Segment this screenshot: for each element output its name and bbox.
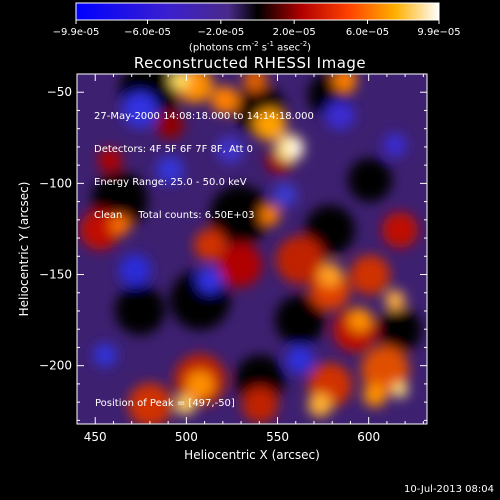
chart-title: Reconstructed RHESSI Image xyxy=(133,54,367,72)
heatmap-blob xyxy=(119,254,151,286)
units-text: (photons cm xyxy=(188,42,252,54)
colorbar: −9.9e-05 −6.0e-05 −2.0e-05 2.0e−05 6.0e−05 9.… xyxy=(53,2,461,38)
heatmap-blob xyxy=(325,100,355,130)
heatmap-blob xyxy=(98,148,122,172)
heatmap-blob xyxy=(156,156,184,184)
colorbar-tick-label: −6.0e-05 xyxy=(124,27,171,38)
heatmap-blob xyxy=(115,285,165,335)
heatmap-blob xyxy=(216,136,244,164)
heatmap-blob xyxy=(210,185,270,245)
heatmap-blob xyxy=(218,243,262,287)
heatmap-blob xyxy=(80,210,120,250)
heatmap-blob xyxy=(110,215,130,235)
info-detectors: Detectors: 4F 5F 6F 7F 8F, Att 0 xyxy=(94,144,254,155)
timestamp: 10-Jul-2013 08:04 xyxy=(403,484,494,495)
heatmap-blob xyxy=(318,263,342,287)
y-tick-label: −100 xyxy=(39,176,72,190)
heatmap-blob xyxy=(333,74,357,92)
heatmap-blob xyxy=(348,158,392,202)
heatmap-blob xyxy=(186,371,214,399)
x-tick-label: 600 xyxy=(357,430,380,444)
peak-position-label: Position of Peak = [497,-50] xyxy=(95,398,235,409)
heatmap-blob xyxy=(392,382,408,398)
heatmap-blob xyxy=(308,393,332,417)
heatmap-blob xyxy=(194,229,226,261)
x-tick-label: 500 xyxy=(175,430,198,444)
heatmap-blob xyxy=(242,387,278,423)
units-exp2: -1 xyxy=(267,40,274,48)
heatmap-blob xyxy=(363,383,387,407)
heatmap-blob xyxy=(348,308,372,332)
heatmap-blob xyxy=(385,290,405,310)
y-axis-label: Heliocentric Y (arcsec) xyxy=(17,181,31,317)
info-total-counts: Clean Total counts: 6.50E+03 xyxy=(94,210,255,221)
heatmap-blob xyxy=(93,343,117,367)
heatmap-blob xyxy=(260,205,280,225)
units-exp1: -2 xyxy=(251,40,259,48)
x-axis-label: Heliocentric X (arcsec) xyxy=(184,448,320,462)
heatmap-blob xyxy=(254,109,286,141)
heatmap-blob xyxy=(276,236,324,284)
units-end: asec xyxy=(274,42,301,54)
colorbar-tick-label: 6.0e−05 xyxy=(346,27,389,38)
heatmap-blob xyxy=(305,205,355,255)
units-close: ) xyxy=(307,42,312,54)
heatmap-blob xyxy=(156,111,184,139)
heatmap-blob xyxy=(170,74,190,90)
heatmap-blob xyxy=(128,383,172,424)
y-tick-label: −50 xyxy=(47,85,72,99)
heatmap-blob xyxy=(122,92,158,128)
y-tick-label: −200 xyxy=(39,359,72,373)
heatmap-blob xyxy=(288,141,302,155)
heatmap-blob xyxy=(382,212,418,248)
units-exp3: -2 xyxy=(300,40,308,48)
x-tick-label: 550 xyxy=(266,430,289,444)
colorbar-gradient xyxy=(75,2,440,21)
info-energy-range: Energy Range: 25.0 - 50.0 keV xyxy=(94,177,247,188)
heatmap-blob xyxy=(286,346,314,374)
colorbar-tick-label: 9.9e−05 xyxy=(417,27,460,38)
info-time-range: 27-May-2000 14:08:18.000 to 14:14:18.000 xyxy=(94,111,314,122)
info-block: 27-May-2000 14:08:18.000 to 14:14:18.000… xyxy=(94,89,314,232)
heatmap-blob xyxy=(211,86,239,114)
heatmap-blob xyxy=(197,267,223,293)
x-tick-label: 450 xyxy=(84,430,107,444)
heatmap-blob xyxy=(175,395,195,415)
plot-frame xyxy=(76,73,428,425)
heatmap-blob xyxy=(383,133,407,157)
heatmap-blob xyxy=(378,308,422,352)
heatmap-blob xyxy=(361,346,409,394)
colorbar-tick-label: −9.9e-05 xyxy=(53,27,100,38)
heatmap-blob xyxy=(350,255,390,295)
heatmap-blob xyxy=(243,74,267,92)
colorbar-tick-label: −2.0e-05 xyxy=(197,27,244,38)
units-mid: s xyxy=(258,42,268,54)
colorbar-tick-label: 2.0e−05 xyxy=(273,27,316,38)
heatmap-blob xyxy=(275,295,325,345)
colorbar-units: (photons cm-2 s-1 asec-2) xyxy=(0,40,500,53)
heatmap-blob xyxy=(273,183,297,207)
y-tick-label: −150 xyxy=(39,268,72,282)
